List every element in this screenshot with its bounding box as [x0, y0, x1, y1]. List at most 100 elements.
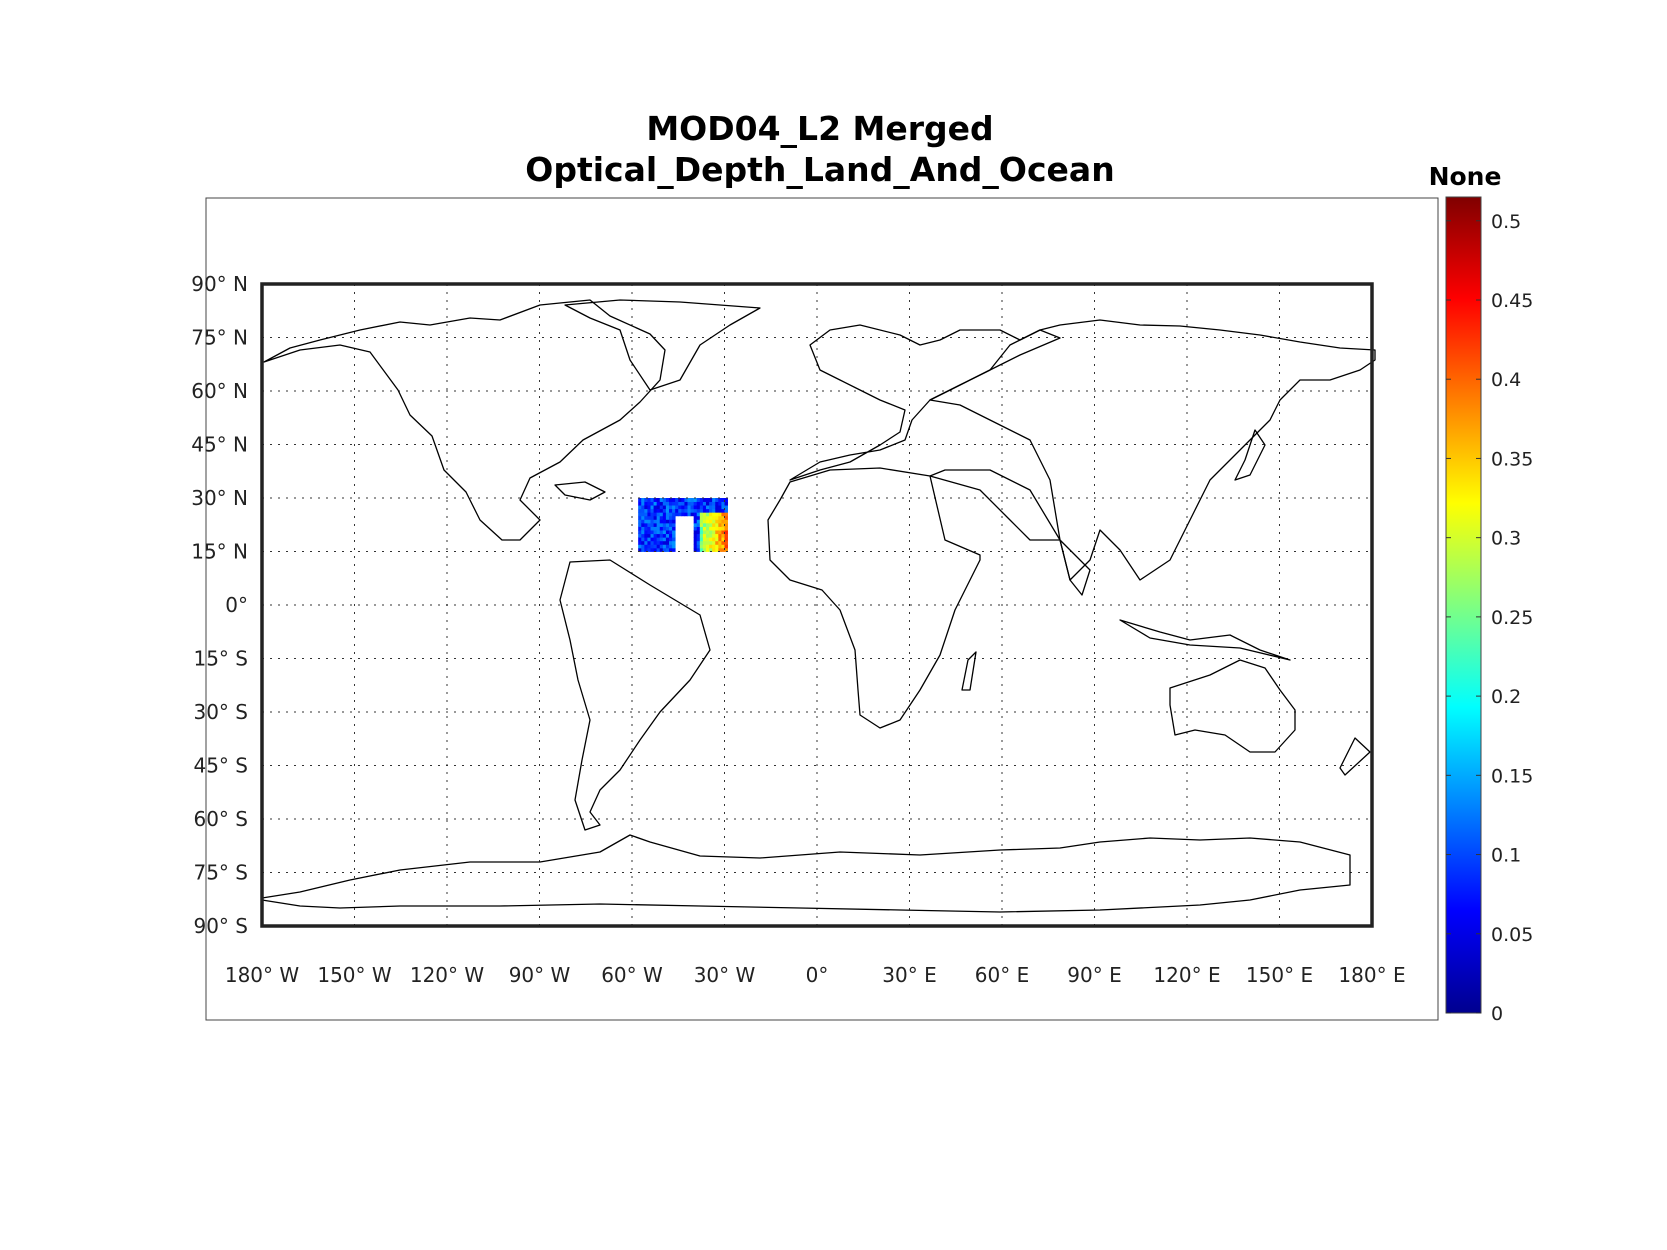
colorbar-tick-label: 0.45	[1491, 290, 1533, 312]
aod-cell	[662, 498, 667, 502]
aod-cell	[656, 547, 661, 552]
aod-cell	[712, 512, 716, 517]
aod-cell	[702, 505, 707, 510]
aod-cell	[681, 508, 685, 513]
aod-cell	[715, 519, 719, 524]
lat-tick-label: 60° S	[193, 807, 248, 831]
aod-cell	[709, 498, 713, 502]
aod-cell	[672, 526, 676, 531]
aod-cell	[644, 505, 648, 510]
aod-cell	[715, 498, 719, 502]
aod-cell	[659, 540, 664, 545]
aod-cell	[699, 533, 704, 538]
aod-cell	[656, 501, 661, 506]
aod-cell	[659, 501, 664, 506]
aod-cell	[675, 505, 679, 510]
longitude-labels: 180° W 150° W 120° W 90° W 60° W 30° W 0° 30° E…	[225, 963, 1406, 987]
lat-tick-label: 75° S	[193, 861, 248, 885]
aod-cell	[662, 537, 667, 542]
aod-cell	[662, 515, 667, 520]
aod-cell	[724, 508, 728, 513]
aod-cell	[693, 498, 698, 502]
aod-cell	[672, 498, 676, 502]
aod-cell	[653, 515, 658, 520]
aod-cell	[706, 522, 710, 527]
aod-cell	[699, 544, 704, 549]
aod-cell	[715, 547, 719, 552]
aod-cell	[641, 533, 645, 538]
aod-cell	[675, 501, 679, 506]
aod-cell	[672, 505, 676, 510]
aod-cell	[665, 526, 670, 531]
aod-cell	[662, 519, 667, 524]
aod-cell	[702, 508, 707, 513]
coastline-north-america	[263, 299, 666, 541]
aod-cell	[699, 540, 704, 545]
aod-cell	[638, 547, 642, 552]
aod-cell	[659, 533, 664, 538]
lon-tick-label: 90° W	[509, 963, 571, 987]
aod-cell	[644, 547, 648, 552]
aod-cell	[650, 505, 654, 510]
lat-tick-label: 0°	[225, 593, 248, 617]
lon-tick-label: 180° E	[1338, 963, 1405, 987]
aod-cell	[647, 547, 651, 552]
aod-cell	[699, 512, 704, 517]
aod-cell	[647, 515, 651, 520]
aod-cell	[641, 512, 645, 517]
aod-cell	[653, 526, 658, 531]
aod-cell	[665, 540, 670, 545]
aod-cell	[699, 547, 704, 552]
aod-cell	[659, 505, 664, 510]
lat-tick-label: 45° S	[193, 754, 248, 778]
aod-cell	[644, 519, 648, 524]
colorbar	[1445, 196, 1482, 1014]
aod-cell	[665, 530, 670, 535]
aod-cell	[712, 519, 716, 524]
aod-cell	[672, 512, 676, 517]
aod-cell	[669, 498, 673, 502]
aod-cell	[690, 508, 695, 513]
aod-cell	[696, 530, 701, 535]
aod-cell	[709, 515, 713, 520]
map-area	[260, 282, 1376, 928]
aod-cell	[684, 512, 688, 517]
aod-cell	[702, 540, 707, 545]
aod-cell	[724, 533, 728, 538]
lat-tick-label: 30° S	[193, 700, 248, 724]
aod-cell	[672, 508, 676, 513]
aod-cell	[647, 544, 651, 549]
aod-cell	[662, 522, 667, 527]
colorbar-ticks: 0 0.05 0.1 0.15 0.2 0.25 0.3 0.35 0.4 0.45 0.5	[1446, 211, 1533, 1025]
latitude-labels: 90° N 75° N 60° N 45° N 30° N 15° N 0° 15° S 30°…	[191, 272, 248, 938]
aod-cell	[706, 498, 710, 502]
aod-cell	[702, 498, 707, 502]
aod-cell	[638, 501, 642, 506]
aod-cell	[659, 526, 664, 531]
aod-cell	[684, 501, 688, 506]
aod-cell	[638, 522, 642, 527]
aod-cell	[641, 498, 645, 502]
aod-cell	[715, 501, 719, 506]
lat-tick-label: 45° N	[191, 433, 248, 457]
lon-tick-label: 180° W	[225, 963, 300, 987]
aod-cell	[724, 522, 728, 527]
aod-cell	[672, 540, 676, 545]
lat-tick-label: 90° N	[191, 272, 248, 296]
aod-cell	[690, 501, 695, 506]
aod-cell	[718, 547, 722, 552]
aod-cell	[650, 519, 654, 524]
aod-cell	[656, 540, 661, 545]
aod-cell	[718, 533, 722, 538]
aod-cell	[672, 515, 676, 520]
aod-cell	[644, 530, 648, 535]
aod-cell	[724, 544, 728, 549]
aod-cell	[718, 526, 722, 531]
aod-cell	[715, 526, 719, 531]
aod-cell	[669, 537, 673, 542]
aod-cell	[715, 512, 719, 517]
aod-cell	[665, 537, 670, 542]
aod-cell	[702, 501, 707, 506]
aod-cell	[669, 540, 673, 545]
